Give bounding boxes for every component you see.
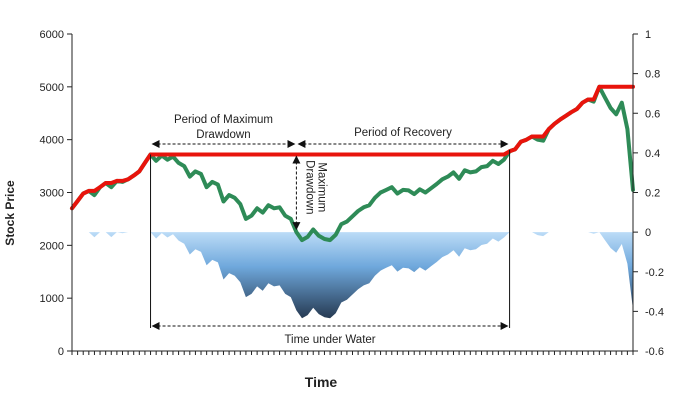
y-axis-title: Stock Price xyxy=(3,180,17,246)
drawdown-area xyxy=(72,232,633,319)
series-layer xyxy=(70,84,635,243)
y2-tick-label: 0.6 xyxy=(645,108,660,120)
y-tick-label: 4000 xyxy=(40,135,64,147)
drawdown-area-layer xyxy=(72,232,633,319)
y2-tick-label: 0.2 xyxy=(645,188,660,200)
x-axis-title: Time xyxy=(305,374,338,390)
y2-tick-label: 0 xyxy=(645,227,651,239)
max-drawdown-label-line1: Maximum xyxy=(315,162,327,212)
time-under-water-label: Time under Water xyxy=(284,334,375,346)
y2-tick-label: 1 xyxy=(645,29,651,41)
max-drawdown-label-line2: Drawdown xyxy=(303,160,315,214)
axes-layer: 0 1000 2000 3000 4000 5000 6000 -0.6 -0.4 -0.2 0 0.… xyxy=(40,29,664,358)
running-maximum-line xyxy=(70,84,635,211)
y2-tick-label: -0.2 xyxy=(645,267,664,279)
y-tick-label: 5000 xyxy=(40,82,64,94)
y-tick-label: 2000 xyxy=(40,240,64,252)
y2-tick-label: 0.4 xyxy=(645,148,660,160)
y-tick-label: 0 xyxy=(58,346,64,358)
period-recovery-label: Period of Recovery xyxy=(354,127,452,139)
period-max-drawdown-label-line2: Drawdown xyxy=(196,129,250,141)
y-tick-label: 3000 xyxy=(40,188,64,200)
y2-tick-label: 0.8 xyxy=(645,69,660,81)
y2-tick-label: -0.4 xyxy=(645,306,664,318)
annotation-layer: Period of Maximum Drawdown Period of Recov… xyxy=(150,114,511,346)
y-tick-label: 1000 xyxy=(40,293,64,305)
y-tick-label: 6000 xyxy=(40,29,64,41)
y2-tick-label: -0.6 xyxy=(645,346,664,358)
period-max-drawdown-label-line1: Period of Maximum xyxy=(174,114,273,126)
stock-price-line xyxy=(70,84,635,243)
